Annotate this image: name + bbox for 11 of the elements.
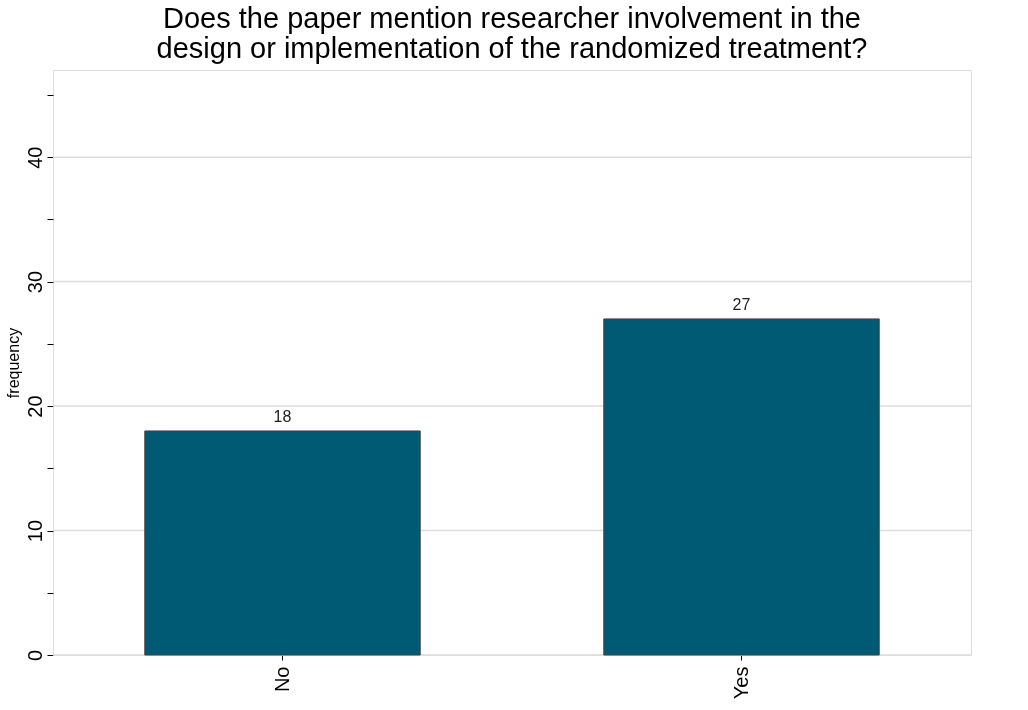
chart-title: Does the paper mention researcher involvement in the design or implementation of the randomized treatment? (156, 2, 868, 64)
y-tick-label: 10 (23, 519, 46, 543)
y-axis-title: frequency (4, 327, 22, 399)
x-tick-label: No (270, 666, 293, 693)
y-tick-label: 20 (23, 395, 46, 418)
y-tick-label: 40 (23, 146, 46, 169)
x-tick-label: Yes (729, 666, 752, 700)
y-tick-label: 30 (23, 270, 46, 294)
data-label: 18 (273, 407, 292, 425)
y-tick-label: 0 (23, 649, 46, 662)
data-label: 27 (732, 295, 751, 313)
